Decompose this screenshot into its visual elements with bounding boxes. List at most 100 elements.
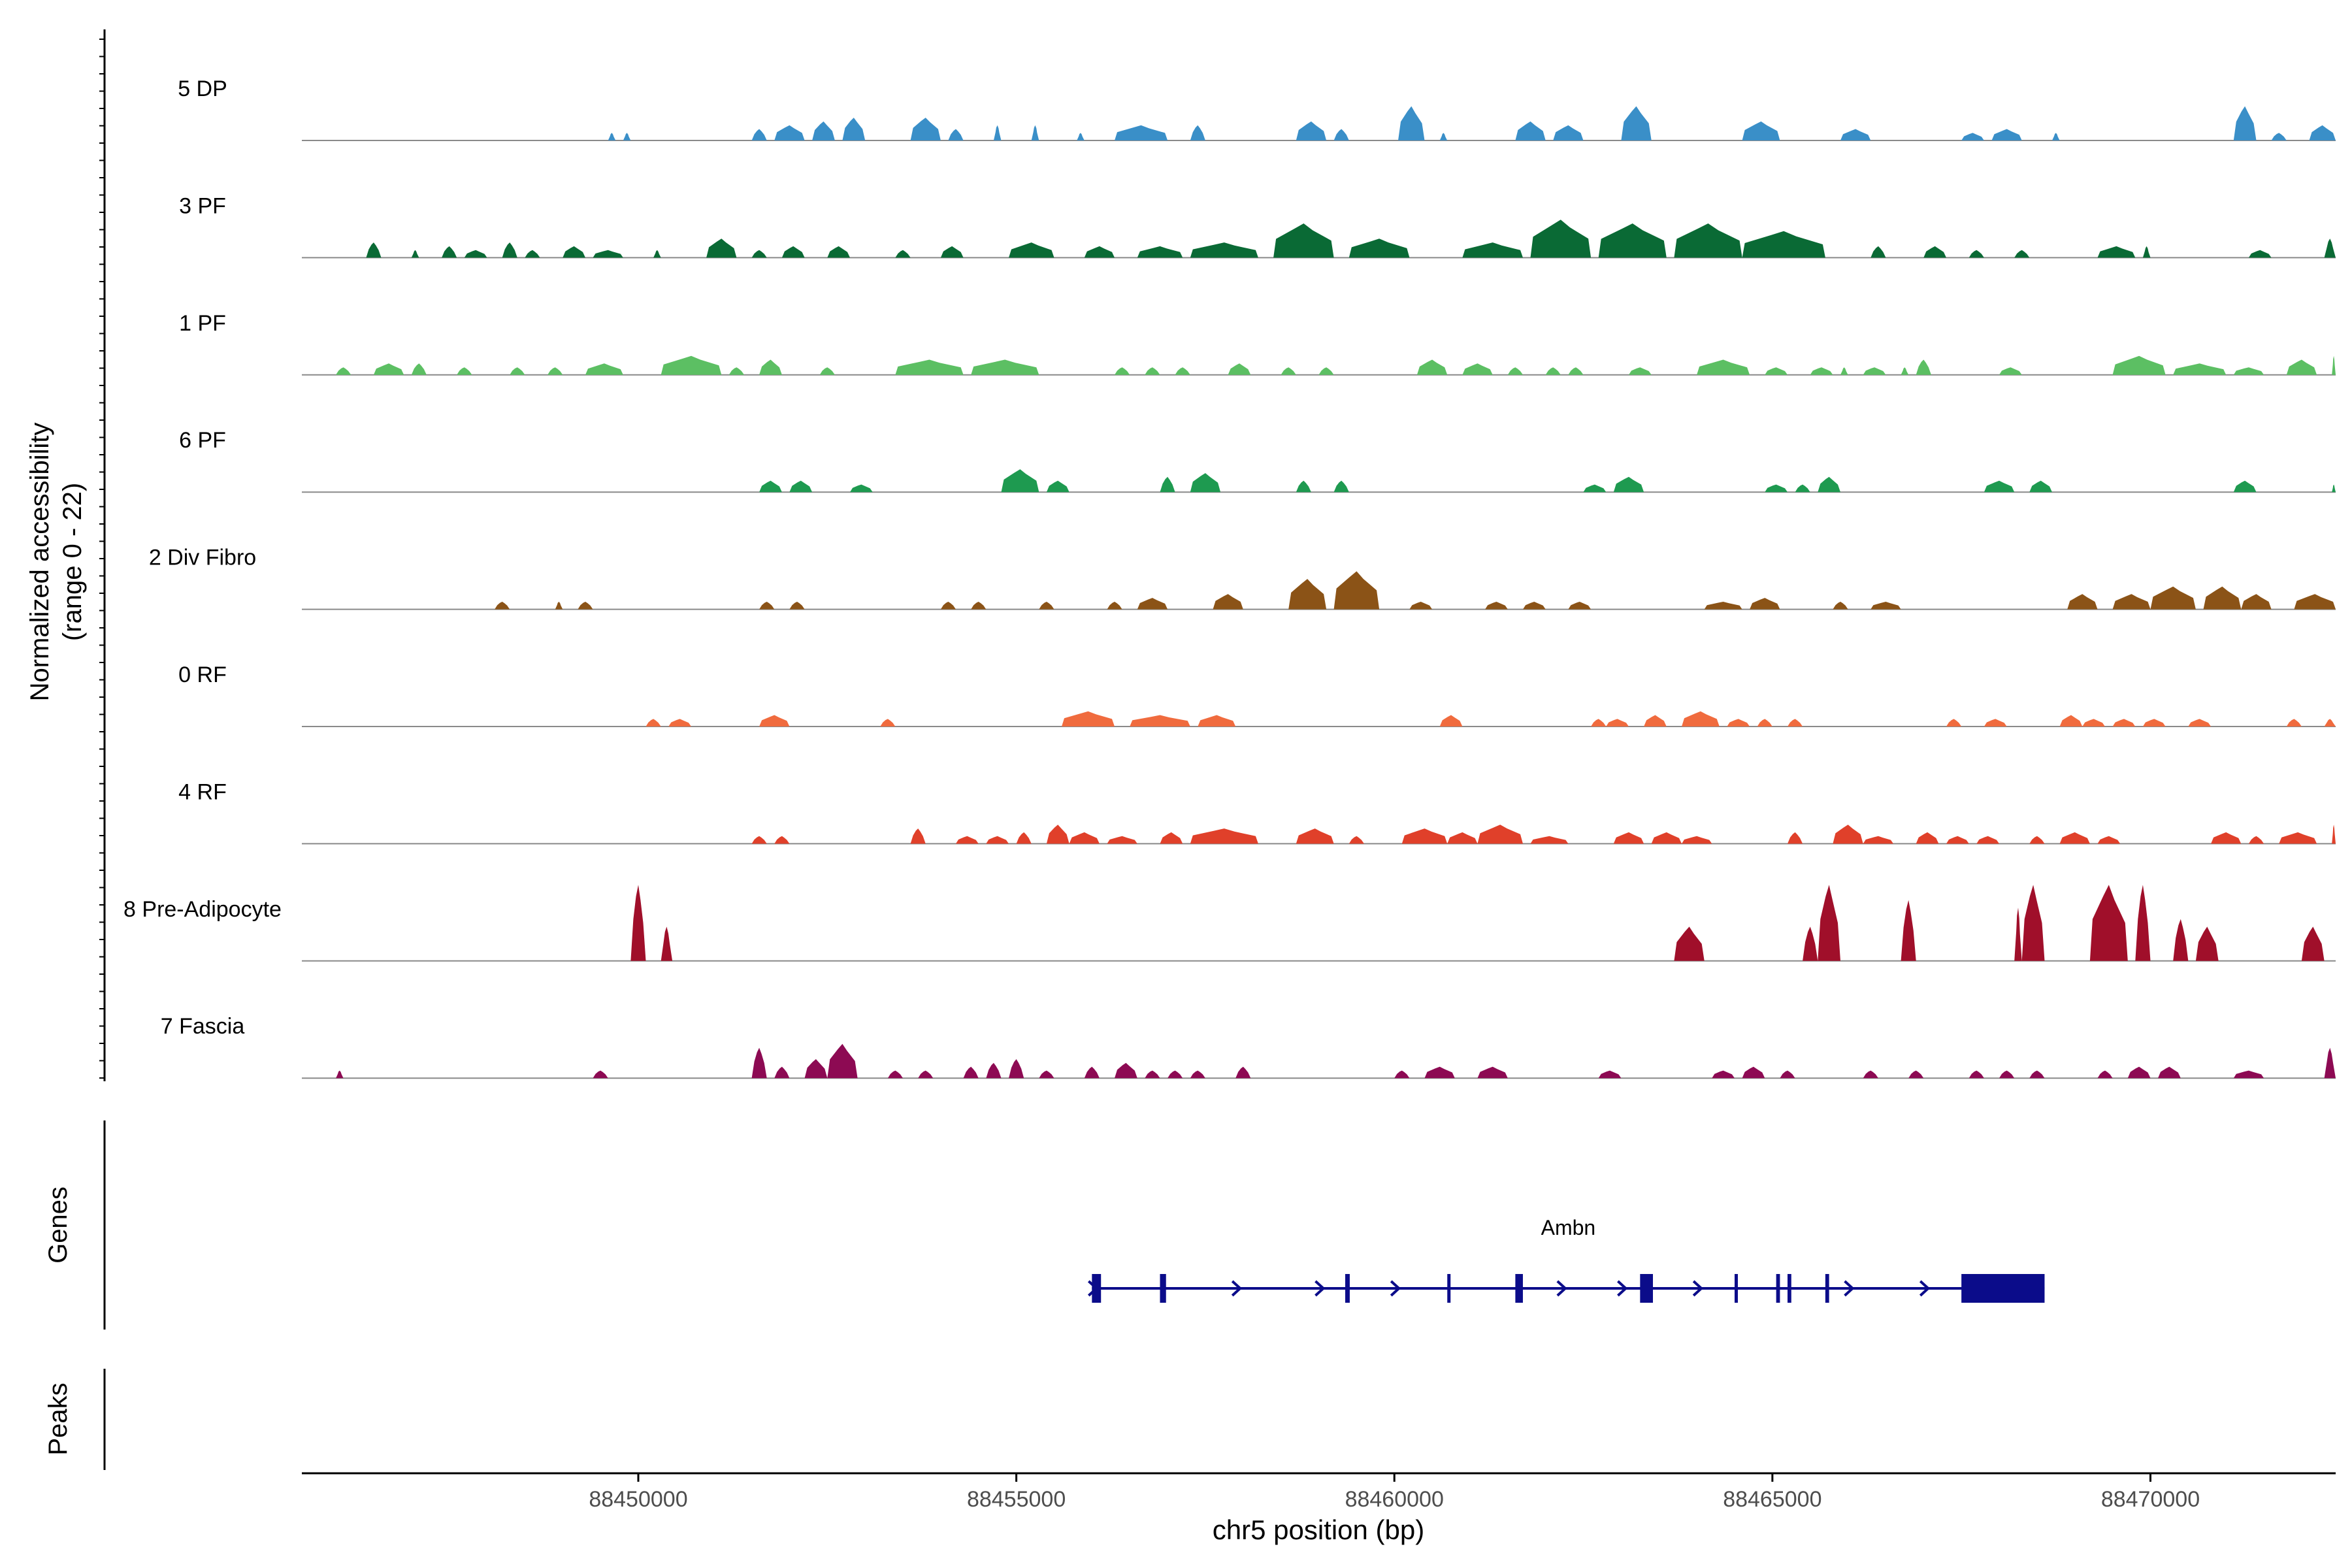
- coverage-peak: [510, 367, 525, 375]
- coverage-peak: [2112, 594, 2151, 610]
- coverage-y-axis-title: Normalized accessibility (range 0 - 22): [25, 423, 87, 702]
- track-label: 1 PF: [179, 311, 226, 336]
- coverage-peak: [1545, 367, 1561, 375]
- coverage-peak: [1901, 367, 1909, 375]
- coverage-peak: [1613, 476, 1644, 493]
- coverage-peak: [918, 1070, 934, 1079]
- coverage-peak: [895, 250, 911, 258]
- coverage-peak: [812, 121, 835, 140]
- coverage-peak: [1001, 469, 1039, 493]
- coverage-peak: [1568, 367, 1584, 375]
- coverage-peak: [578, 602, 593, 610]
- coverage-peak: [525, 250, 540, 258]
- coverage-peak: [789, 602, 805, 610]
- coverage-peak: [1190, 125, 1205, 140]
- coverage-peak: [2332, 825, 2336, 844]
- coverage-peak: [1621, 106, 1652, 140]
- track-6-pf: 6 PF: [179, 428, 2336, 493]
- coverage-peak: [1009, 242, 1054, 258]
- coverage-peak: [1629, 367, 1652, 375]
- coverage-peak: [774, 125, 805, 140]
- coverage-peak: [1175, 367, 1190, 375]
- coverage-peak: [751, 836, 767, 844]
- coverage-peak: [1870, 602, 1901, 610]
- coverage-peak: [751, 250, 767, 258]
- gene-exon: [1640, 1274, 1654, 1303]
- coverage-peak: [1137, 246, 1183, 258]
- coverage-peak: [2332, 484, 2336, 493]
- coverage-peak: [880, 719, 896, 727]
- coverage-peak: [2142, 719, 2166, 727]
- coverage-peak: [1485, 602, 1508, 610]
- track-7-fascia: 7 Fascia: [161, 1014, 2336, 1079]
- coverage-tracks: 5 DP 3 PF 1 PF 6 PF 2 Div Fibro 0 RF 4 RF 8 Pre…: [123, 76, 2336, 1079]
- coverage-peak: [842, 118, 866, 140]
- coverage-peak: [1439, 715, 1463, 727]
- x-axis-title: chr5 position (bp): [1213, 1514, 1425, 1545]
- coverage-peak: [1613, 832, 1644, 844]
- coverage-peak: [1840, 129, 1871, 140]
- coverage-peak: [1394, 1070, 1410, 1079]
- x-tick-label: 88450000: [589, 1487, 687, 1512]
- coverage-peak: [1591, 719, 1607, 727]
- coverage-peak: [940, 602, 956, 610]
- coverage-peak: [1145, 1070, 1160, 1079]
- coverage-peak: [1674, 926, 1705, 961]
- coverage-peak: [940, 246, 964, 258]
- coverage-peak: [956, 836, 979, 844]
- coverage-peak: [1031, 125, 1039, 140]
- coverage-peak: [2324, 1047, 2336, 1079]
- coverage-peak: [593, 250, 623, 258]
- coverage-peak: [1984, 719, 2007, 727]
- coverage-peak: [1916, 832, 1939, 844]
- coverage-peak: [1318, 367, 1334, 375]
- genes-panel-label: Genes: [44, 1186, 73, 1264]
- coverage-peak: [1742, 121, 1780, 140]
- coverage-peak: [645, 719, 661, 727]
- coverage-peak: [2021, 885, 2045, 961]
- strand-arrow: [1556, 1280, 1567, 1297]
- coverage-peak: [774, 836, 790, 844]
- coverage-peak: [661, 355, 722, 375]
- coverage-peak: [1583, 484, 1607, 493]
- coverage-peak: [457, 367, 472, 375]
- coverage-peak: [986, 836, 1009, 844]
- coverage-peak: [411, 250, 419, 258]
- coverage-peak: [1991, 129, 2022, 140]
- coverage-peak: [1727, 719, 1750, 727]
- coverage-peak: [2271, 133, 2287, 140]
- coverage-peak: [630, 885, 646, 961]
- coverage-peak: [1923, 246, 1946, 258]
- coverage-peak: [1916, 359, 1931, 375]
- coverage-peak: [668, 719, 691, 727]
- coverage-peak: [2082, 719, 2105, 727]
- coverage-peak: [1870, 246, 1886, 258]
- gene-exon: [1787, 1274, 1791, 1303]
- coverage-peak: [804, 1059, 828, 1079]
- coverage-peak: [2294, 594, 2336, 610]
- coverage-peak: [1968, 250, 1984, 258]
- coverage-peak: [2301, 926, 2325, 961]
- coverage-peak: [1477, 1066, 1508, 1079]
- coverage-peak: [986, 1062, 1002, 1079]
- coverage-peak: [653, 250, 661, 258]
- coverage-peak: [971, 602, 987, 610]
- gene-models: Ambn: [1087, 1216, 2045, 1303]
- coverage-peak: [2233, 480, 2257, 493]
- coverage-peak: [1788, 832, 1803, 844]
- coverage-peak: [1348, 238, 1410, 258]
- gene-exon: [1345, 1274, 1350, 1303]
- coverage-peak: [2211, 832, 2242, 844]
- coverage-peak: [2112, 355, 2166, 375]
- coverage-peak: [1235, 1066, 1251, 1079]
- coverage-peak: [706, 238, 737, 258]
- coverage-peak: [2332, 355, 2336, 375]
- coverage-peak: [1530, 836, 1569, 844]
- coverage-peak: [411, 363, 427, 375]
- coverage-peak: [1833, 825, 1863, 844]
- coverage-peak: [1016, 832, 1032, 844]
- coverage-peak: [1968, 1070, 1984, 1079]
- coverage-peak: [2150, 586, 2196, 610]
- gene-exon: [1515, 1274, 1523, 1303]
- coverage-peak: [2188, 719, 2212, 727]
